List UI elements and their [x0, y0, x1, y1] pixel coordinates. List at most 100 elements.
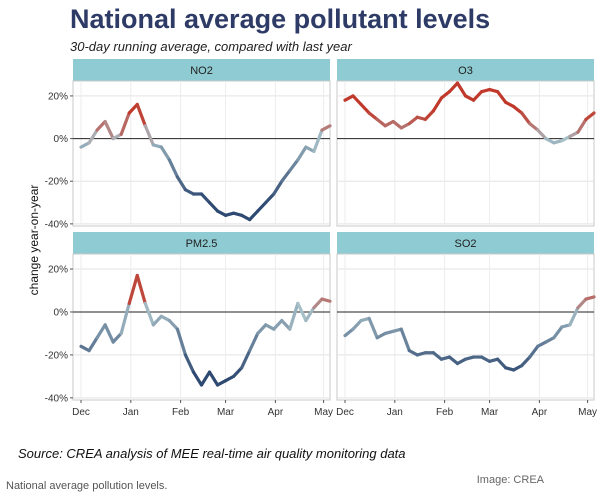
series-segment-o3-2 — [359, 102, 371, 115]
series-segment-o3-6 — [391, 119, 403, 130]
source-note: Source: CREA analysis of MEE real-time a… — [18, 446, 406, 461]
series-segment-o3-21 — [512, 104, 524, 115]
series-segment-pm25-28 — [304, 306, 316, 323]
series-segment-no2-8 — [143, 124, 155, 147]
x-tick-label-so2-2: Feb — [436, 407, 454, 418]
series-segment-no2-7 — [135, 102, 147, 128]
chart-subtitle: 30-day running average, compared with la… — [70, 39, 352, 54]
chart-title: National average pollutant levels — [70, 4, 491, 34]
x-tick-label-so2-0: Dec — [336, 407, 354, 418]
series-segment-so2-29 — [576, 297, 588, 310]
series-segment-pm25-26 — [288, 301, 300, 331]
series-segment-no2-25 — [280, 168, 292, 183]
series-segment-no2-5 — [119, 111, 131, 136]
x-tick-label-pm25-3: Mar — [217, 407, 235, 418]
series-segment-no2-11 — [167, 158, 180, 179]
series-segment-no2-21 — [248, 209, 260, 222]
y-axis-label: change year-on-year — [27, 185, 41, 296]
series-segment-o3-23 — [528, 122, 540, 132]
image-credit: Image: CREA — [476, 474, 544, 486]
series-segment-pm25-30 — [320, 297, 332, 303]
series-segment-o3-10 — [423, 109, 435, 121]
x-tick-label-pm25-0: Dec — [72, 407, 90, 418]
series-segment-pm25-19 — [232, 366, 244, 378]
panel-title-pm25: PM2.5 — [186, 238, 218, 250]
x-tick-label-so2-1: Jan — [387, 407, 403, 418]
panel-frame-o3 — [336, 80, 595, 227]
y-tick-label-pm25-2: -20% — [45, 350, 68, 361]
series-segment-no2-16 — [207, 200, 220, 213]
panel-strip-no2 — [73, 59, 330, 81]
series-segment-so2-7 — [399, 327, 411, 353]
series-segment-o3-11 — [431, 96, 444, 113]
series-segment-pm25-14 — [191, 370, 204, 387]
series-segment-no2-29 — [312, 128, 324, 153]
series-segment-no2-26 — [288, 158, 300, 173]
panel-title-o3: O3 — [458, 65, 473, 77]
panel-title-so2: SO2 — [454, 238, 476, 250]
x-tick-label-so2-3: Mar — [481, 407, 499, 418]
series-segment-no2-12 — [175, 175, 188, 192]
y-tick-label-no2-1: 0% — [54, 134, 69, 145]
series-segment-o3-1 — [351, 94, 363, 107]
series-segment-so2-11 — [431, 351, 444, 361]
series-segment-pm25-24 — [272, 318, 284, 331]
series-segment-so2-3 — [367, 316, 379, 340]
panel-frame-no2 — [72, 80, 331, 227]
x-tick-label-so2-5: May — [578, 407, 597, 418]
series-segment-no2-23 — [264, 192, 276, 205]
series-segment-o3-24 — [536, 128, 548, 141]
y-tick-label-no2-0: 20% — [48, 91, 68, 102]
y-tick-label-no2-3: -40% — [45, 219, 68, 230]
series-segment-so2-1 — [351, 318, 363, 331]
series-segment-pm25-15 — [199, 370, 212, 387]
series-segment-o3-12 — [439, 90, 452, 100]
series-segment-so2-0 — [343, 327, 355, 338]
series-segment-o3-4 — [375, 117, 387, 128]
series-segment-o3-16 — [471, 90, 484, 102]
series-segment-o3-3 — [367, 111, 379, 121]
series-segment-pm25-9 — [151, 314, 163, 327]
series-segment-so2-28 — [568, 306, 580, 327]
series-segment-no2-1 — [87, 128, 99, 145]
series-segment-no2-3 — [103, 119, 115, 141]
series-segment-so2-19 — [496, 357, 508, 370]
panel-strip-o3 — [337, 59, 594, 81]
series-segment-pm25-11 — [167, 318, 180, 331]
series-segment-so2-13 — [447, 355, 460, 366]
series-segment-so2-22 — [520, 355, 532, 368]
series-segment-pm25-29 — [312, 297, 324, 310]
series-segment-pm25-20 — [240, 349, 252, 370]
y-tick-label-no2-2: -20% — [45, 177, 68, 188]
series-segment-so2-26 — [552, 325, 564, 340]
series-segment-no2-22 — [256, 200, 268, 213]
series-segment-pm25-16 — [207, 370, 220, 387]
series-segment-pm25-5 — [119, 301, 131, 336]
series-segment-no2-10 — [159, 145, 171, 162]
y-tick-label-pm25-3: -40% — [45, 393, 68, 404]
y-tick-label-pm25-0: 20% — [48, 265, 68, 276]
series-segment-pm25-13 — [183, 353, 196, 374]
series-segment-pm25-1 — [87, 336, 99, 353]
series-segment-pm25-21 — [248, 331, 260, 353]
series-segment-pm25-22 — [256, 323, 268, 336]
series-segment-o3-19 — [496, 90, 508, 104]
series-segment-pm25-3 — [103, 323, 115, 344]
series-segment-o3-29 — [576, 117, 588, 134]
series-segment-o3-8 — [407, 115, 419, 126]
panel-title-no2: NO2 — [190, 65, 213, 77]
series-segment-pm25-25 — [280, 318, 292, 331]
series-segment-no2-2 — [95, 119, 107, 132]
series-segment-o3-14 — [455, 81, 468, 98]
series-segment-pm25-2 — [95, 323, 107, 340]
series-segment-so2-30 — [584, 295, 596, 301]
panel-strip-pm25 — [73, 232, 330, 254]
x-tick-label-pm25-4: Apr — [268, 407, 284, 418]
series-segment-pm25-7 — [135, 273, 147, 305]
series-segment-no2-27 — [296, 145, 308, 162]
x-tick-label-pm25-2: Feb — [172, 407, 190, 418]
series-segment-pm25-27 — [296, 301, 308, 323]
series-segment-no2-24 — [272, 179, 284, 196]
series-segment-o3-22 — [520, 111, 532, 126]
panel-frame-so2 — [336, 253, 595, 401]
